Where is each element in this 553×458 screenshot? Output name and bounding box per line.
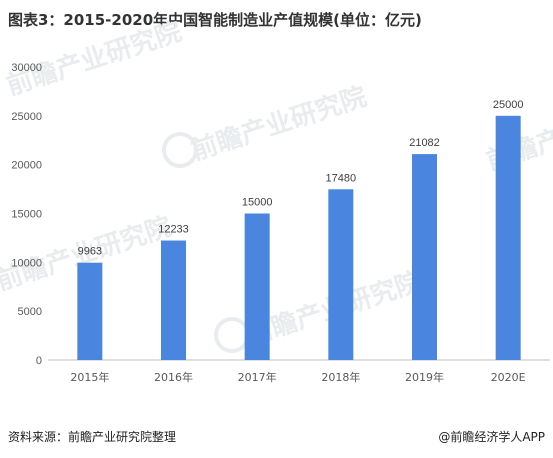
bar-2018年 xyxy=(328,189,354,360)
chart-bars xyxy=(77,115,521,360)
data-label: 12233 xyxy=(158,224,189,236)
x-tick-label: 2020E xyxy=(491,371,526,384)
bar-2017年 xyxy=(244,213,270,360)
bar-2016年 xyxy=(161,240,186,360)
source-note: 资料来源：前瞻产业研究院整理 xyxy=(8,430,177,444)
data-label: 9963 xyxy=(78,246,102,258)
x-tick-label: 2018年 xyxy=(321,370,360,384)
x-tick-label: 2015年 xyxy=(70,370,109,384)
y-tick-label: 5000 xyxy=(18,306,42,318)
y-tick-label: 30000 xyxy=(11,62,42,74)
watermark-logo-icon xyxy=(162,132,198,168)
y-tick-label: 10000 xyxy=(11,257,42,269)
credit-note: @前瞻经济学人APP xyxy=(438,430,545,444)
bar-2019年 xyxy=(412,154,437,360)
watermark-text: 前瞻产业研究院 xyxy=(188,81,371,167)
chart-axes: 0 5000 10000 15000 20000 25000 30000 xyxy=(11,62,550,367)
data-label: 15000 xyxy=(242,197,273,209)
chart-title: 图表3：2015-2020年中国智能制造业产值规模(单位：亿元) xyxy=(8,11,422,29)
y-tick-label: 0 xyxy=(36,355,42,367)
x-tick-label: 2017年 xyxy=(238,370,277,384)
y-tick-label: 20000 xyxy=(11,160,42,172)
data-label: 25000 xyxy=(493,99,524,111)
chart-labels: 9963 2015年 12233 2016年 15000 2017年 17480 2018年 2… xyxy=(70,99,525,384)
data-label: 21082 xyxy=(409,137,440,149)
bar-2020E xyxy=(495,115,521,360)
data-label: 17480 xyxy=(326,172,357,184)
x-tick-label: 2019年 xyxy=(405,370,444,384)
x-tick-label: 2016年 xyxy=(154,370,193,384)
y-tick-label: 15000 xyxy=(11,209,42,221)
bar-2015年 xyxy=(77,262,103,360)
watermark-text: 前瞻产业研究院 xyxy=(3,16,186,102)
y-tick-label: 25000 xyxy=(11,111,42,123)
